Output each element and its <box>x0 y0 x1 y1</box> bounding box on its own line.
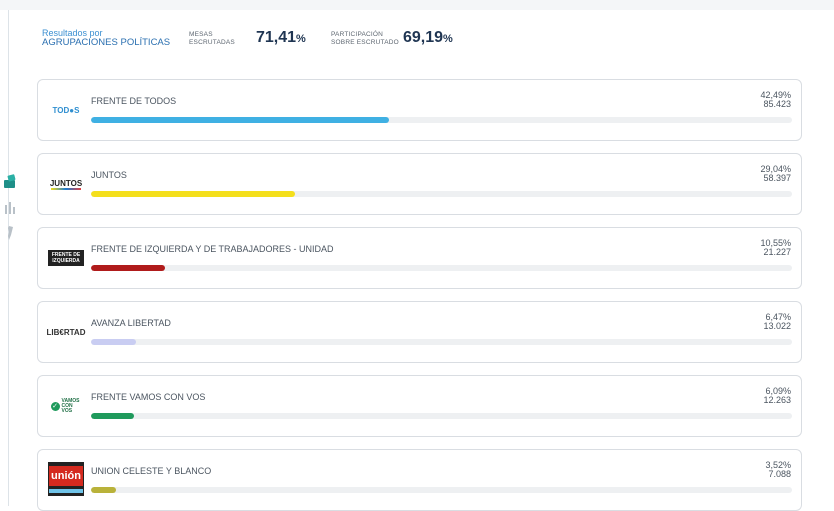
vote-bar-fill <box>91 117 389 123</box>
participacion-caption: PARTICIPACIÓN SOBRE ESCRUTADO <box>331 31 399 46</box>
vote-bar-fill <box>91 487 116 493</box>
party-votes: 7.088 <box>768 469 791 479</box>
mesas-value: 71,41% <box>256 29 306 46</box>
party-logo: TOD●S <box>52 105 80 115</box>
results-header: Resultados por AGRUPACIONES POLÍTICAS ME… <box>42 28 822 58</box>
party-logo: ✓ VAMOS CON VOS <box>50 397 80 414</box>
party-name: FRENTE DE TODOS <box>91 96 177 106</box>
ballot-box-icon[interactable] <box>3 173 17 189</box>
vote-bar-track <box>91 117 792 123</box>
party-percent: 10,55% <box>760 238 791 248</box>
party-percent: 42,49% <box>760 90 791 100</box>
party-card[interactable]: unión UNION CELESTE Y BLANCO 3,52% 7.088 <box>37 449 802 511</box>
party-name: AVANZA LIBERTAD <box>91 318 171 328</box>
party-percent: 6,09% <box>765 386 791 396</box>
party-name: FRENTE VAMOS CON VOS <box>91 392 206 402</box>
party-votes: 85.423 <box>763 99 791 109</box>
party-name: FRENTE DE IZQUIERDA Y DE TRABAJADORES - … <box>91 244 334 254</box>
vote-bar-track <box>91 487 792 493</box>
party-card[interactable]: ✓ VAMOS CON VOS FRENTE VAMOS CON VOS 6,0… <box>37 375 802 437</box>
party-name: UNION CELESTE Y BLANCO <box>91 466 212 476</box>
mesas-caption: MESAS ESCRUTADAS <box>189 31 235 46</box>
participacion-value: 69,19% <box>403 29 453 46</box>
party-card[interactable]: LIB€RTAD AVANZA LIBERTAD 6,47% 13.022 <box>37 301 802 363</box>
party-votes: 13.022 <box>763 321 791 331</box>
party-logo: FRENTE DE IZQUIERDA <box>48 250 84 266</box>
map-icon[interactable] <box>3 225 17 241</box>
header-title: Resultados por AGRUPACIONES POLÍTICAS <box>42 28 171 48</box>
vote-bar-fill <box>91 339 136 345</box>
top-strip <box>0 0 834 10</box>
vote-bar-track <box>91 265 792 271</box>
party-votes: 12.263 <box>763 395 791 405</box>
party-votes: 58.397 <box>763 173 791 183</box>
check-icon: ✓ <box>50 401 60 411</box>
vote-bar-fill <box>91 265 165 271</box>
party-percent: 29,04% <box>760 164 791 174</box>
vote-bar-track <box>91 413 792 419</box>
party-logo: unión <box>48 462 84 496</box>
vote-bar-fill <box>91 191 295 197</box>
party-card[interactable]: JUNTOS JUNTOS 29,04% 58.397 <box>37 153 802 215</box>
party-card[interactable]: FRENTE DE IZQUIERDA FRENTE DE IZQUIERDA … <box>37 227 802 289</box>
bar-chart-icon[interactable] <box>3 199 17 215</box>
vote-bar-track <box>91 191 792 197</box>
party-name: JUNTOS <box>91 170 127 180</box>
party-logo: JUNTOS <box>49 178 83 190</box>
party-percent: 6,47% <box>765 312 791 322</box>
vote-bar-fill <box>91 413 134 419</box>
party-percent: 3,52% <box>765 460 791 470</box>
party-votes: 21.227 <box>763 247 791 257</box>
party-logo: LIB€RTAD <box>46 327 86 337</box>
party-card[interactable]: TOD●S FRENTE DE TODOS 42,49% 85.423 <box>37 79 802 141</box>
vote-bar-track <box>91 339 792 345</box>
left-rail-line <box>8 10 9 506</box>
